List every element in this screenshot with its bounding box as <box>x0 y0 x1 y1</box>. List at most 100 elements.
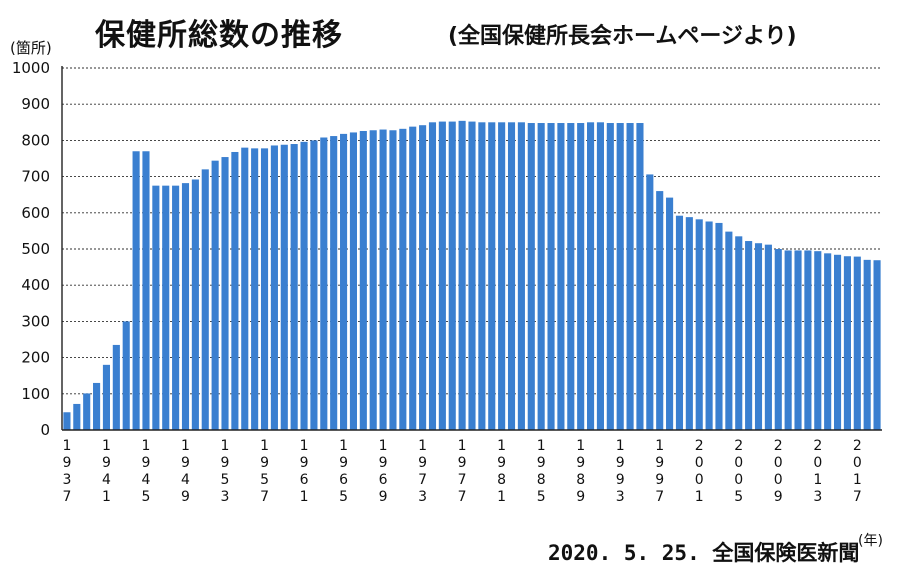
bar <box>181 183 190 430</box>
y-tick-label: 800 <box>21 131 50 149</box>
bar <box>853 256 861 430</box>
bar <box>221 157 229 431</box>
bar <box>873 260 881 430</box>
chart-subtitle: (全国保健所長会ホームページより) <box>448 24 797 49</box>
bar <box>577 123 585 431</box>
bar <box>231 151 239 431</box>
bar <box>606 123 614 431</box>
y-tick-label: 900 <box>21 95 50 113</box>
bar <box>656 191 664 430</box>
y-tick-label: 600 <box>21 204 50 222</box>
bar <box>152 185 160 430</box>
bar <box>142 151 150 430</box>
bar <box>369 130 377 430</box>
y-tick-label: 200 <box>21 349 50 367</box>
bar <box>211 160 219 431</box>
bar <box>646 174 654 430</box>
bar <box>83 393 91 430</box>
bar <box>557 123 565 431</box>
bar <box>666 197 674 430</box>
bar <box>596 122 604 431</box>
bar <box>517 122 525 431</box>
bar <box>280 144 288 431</box>
bar <box>547 123 555 431</box>
bar <box>824 253 832 430</box>
y-tick-label: 1000 <box>12 59 50 77</box>
bar <box>804 250 812 430</box>
x-axis-unit-label: (年) <box>858 533 883 549</box>
bar <box>587 122 595 431</box>
y-tick-label: 700 <box>21 168 50 186</box>
source-credit: 2020. 5. 25. 全国保険医新聞 <box>548 541 860 565</box>
bar <box>794 250 802 430</box>
bar <box>833 254 842 430</box>
bar <box>863 259 871 430</box>
bar <box>814 251 822 430</box>
bar <box>251 148 259 431</box>
bar <box>843 256 851 430</box>
bar <box>468 121 476 430</box>
bar <box>567 123 575 431</box>
y-tick-label: 500 <box>21 240 50 258</box>
y-tick-label: 100 <box>21 385 50 403</box>
bar <box>260 148 269 431</box>
bar <box>191 179 199 430</box>
bar <box>172 185 180 430</box>
bar <box>320 137 328 430</box>
bar <box>122 321 130 430</box>
bar <box>73 403 81 430</box>
bar <box>290 144 298 430</box>
bar <box>745 241 753 430</box>
bar <box>241 147 249 430</box>
bar <box>399 128 407 430</box>
bar <box>340 133 348 430</box>
bar <box>419 125 427 430</box>
bar <box>310 140 318 430</box>
bar <box>102 364 111 430</box>
bar <box>764 244 772 430</box>
axis-layer: 0 100 200 300 400 500 600 700 800 900 1000 1 9 3 7 1 9 4 1… <box>12 59 882 505</box>
bar <box>330 136 338 430</box>
bar <box>498 122 506 431</box>
y-tick-label: 400 <box>21 276 50 294</box>
bar <box>438 121 446 430</box>
chart-title: 保健所総数の推移 <box>95 18 343 53</box>
bar <box>507 122 516 431</box>
bar <box>695 219 703 430</box>
bar <box>488 122 496 431</box>
bar <box>270 145 278 430</box>
bar <box>162 185 170 430</box>
bar <box>735 236 743 430</box>
bar <box>527 123 535 431</box>
bar <box>409 126 417 430</box>
y-tick-label: 0 <box>40 421 50 439</box>
bar <box>685 217 693 430</box>
bar-layer <box>63 120 881 431</box>
bar <box>132 151 140 430</box>
bar <box>428 122 437 431</box>
bar <box>626 123 634 431</box>
bar <box>300 141 308 430</box>
bar <box>359 130 367 431</box>
bar <box>784 250 792 430</box>
bar <box>458 120 466 430</box>
bar <box>448 121 456 430</box>
